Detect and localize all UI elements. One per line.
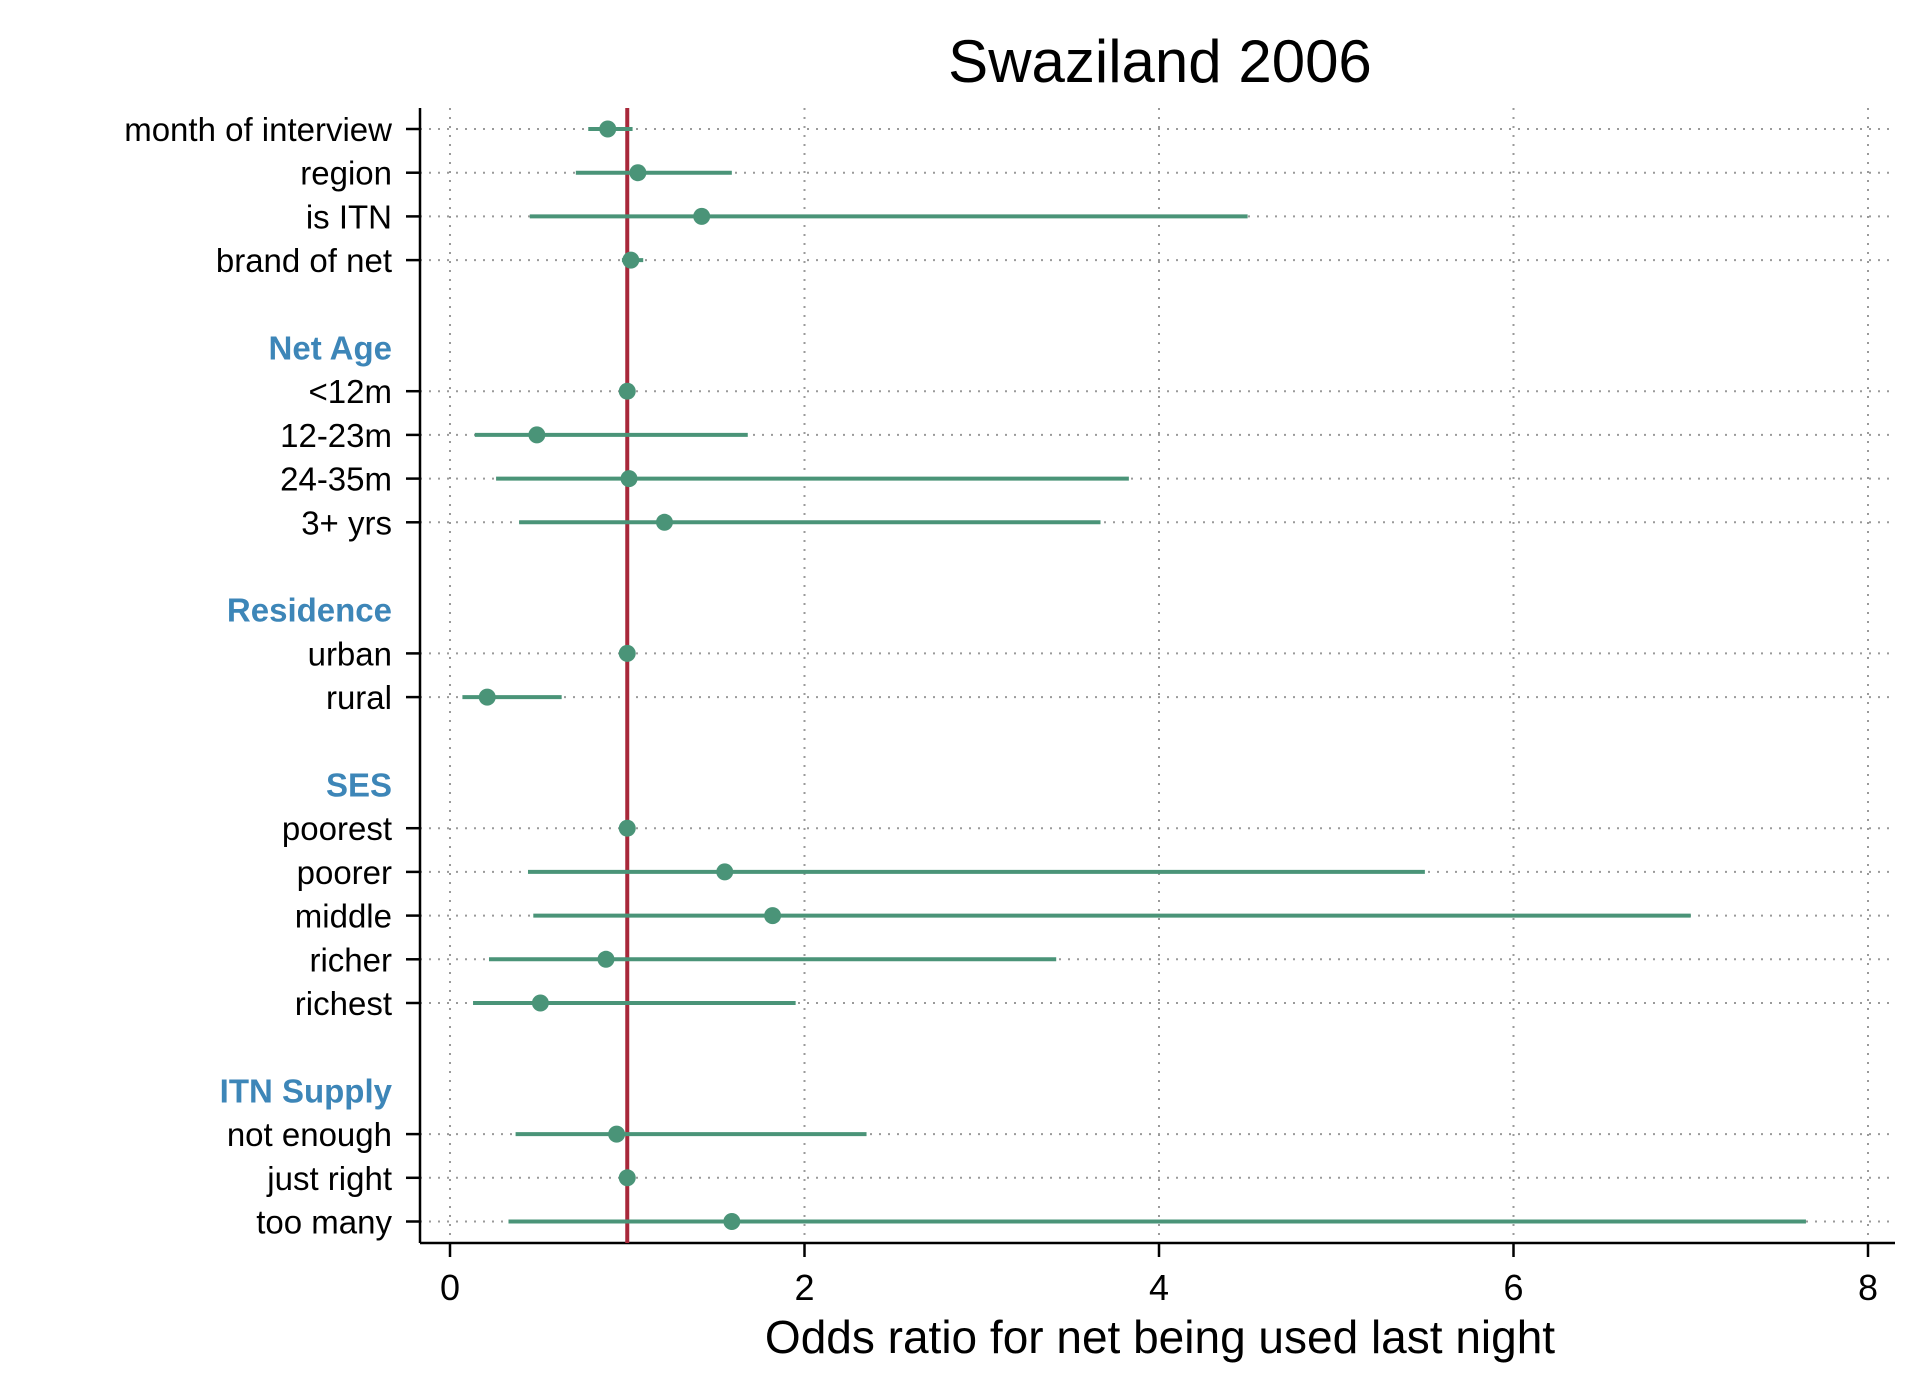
y-tick-label: <12m [309, 373, 392, 410]
y-tick-label: region [300, 155, 392, 192]
y-tick-label: 12-23m [280, 417, 392, 454]
group-heading: Residence [227, 592, 392, 629]
estimate-point [531, 994, 549, 1012]
y-tick-label: richer [309, 941, 392, 978]
chart-title: Swaziland 2006 [948, 28, 1372, 95]
y-tick-label: not enough [227, 1116, 392, 1153]
y-tick-label: brand of net [216, 242, 392, 279]
group-heading: Net Age [269, 330, 392, 367]
group-heading: ITN Supply [220, 1072, 393, 1109]
estimate-point [764, 907, 782, 925]
estimate-point [608, 1125, 626, 1143]
x-tick-label: 4 [1149, 1267, 1169, 1308]
estimate-point [622, 251, 640, 269]
grid-layer [420, 108, 1895, 1243]
axes-layer: 0 2 4 6 8 [406, 108, 1895, 1308]
estimate-point [618, 1169, 636, 1187]
x-tick-label: 8 [1858, 1267, 1878, 1308]
estimate-point [723, 1213, 741, 1230]
estimate-point [599, 120, 617, 138]
estimate-point [716, 863, 734, 881]
estimate-point [597, 950, 615, 968]
y-tick-label: 3+ yrs [301, 504, 392, 541]
x-tick-label: 6 [1503, 1267, 1523, 1308]
row-labels-layer: month of interview region is ITN brand of n… [124, 111, 392, 1241]
y-tick-label: month of interview [124, 111, 392, 148]
y-tick-label: poorest [282, 810, 392, 847]
y-tick-label: is ITN [306, 198, 392, 235]
y-tick-label: urban [308, 635, 392, 672]
estimate-point [618, 644, 636, 662]
estimate-point [618, 819, 636, 837]
x-tick-label: 0 [440, 1267, 460, 1308]
estimate-point [478, 688, 496, 706]
x-tick-label: 2 [794, 1267, 814, 1308]
y-tick-label: too many [256, 1204, 392, 1241]
estimate-point [618, 382, 636, 400]
estimate-point [655, 513, 673, 531]
estimate-point [528, 426, 546, 444]
y-tick-label: richest [295, 985, 392, 1022]
estimate-point [629, 164, 647, 182]
y-tick-label: poorer [297, 854, 392, 891]
marks-layer [462, 120, 1806, 1230]
estimate-point [693, 207, 711, 225]
y-tick-label: middle [295, 898, 392, 935]
x-axis-label: Odds ratio for net being used last night [765, 1311, 1555, 1363]
group-heading: SES [326, 767, 392, 804]
estimate-point [620, 470, 638, 488]
y-tick-label: rural [326, 679, 392, 716]
y-tick-label: 24-35m [280, 461, 392, 498]
y-tick-label: just right [266, 1160, 392, 1197]
